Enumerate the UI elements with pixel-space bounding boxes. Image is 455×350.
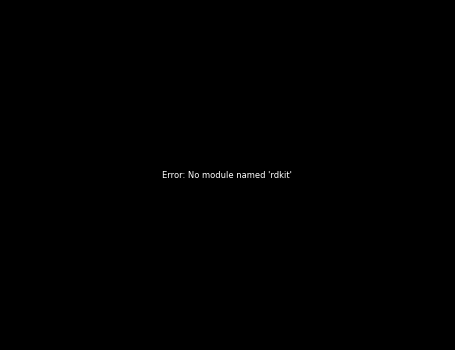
Text: Error: No module named 'rdkit': Error: No module named 'rdkit' [162, 170, 292, 180]
